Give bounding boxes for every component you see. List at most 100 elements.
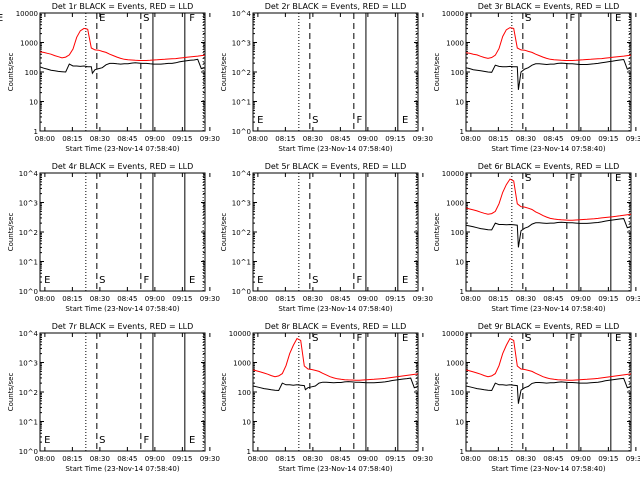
- y-tick-label: 10^2: [19, 389, 38, 397]
- plot-frame: [39, 172, 206, 292]
- detector-panel-7r: Det 7r BLACK = Events, RED = LLD 10^0 10^1…: [7, 322, 220, 473]
- y-tick-label: 10^4: [19, 330, 39, 338]
- event-marker-label: F: [356, 115, 362, 126]
- y-tick-label: 10^1: [232, 259, 251, 267]
- event-marker-label: E: [189, 435, 195, 446]
- x-tick-label: 08:45: [543, 295, 563, 303]
- event-marker-label: F: [356, 333, 362, 344]
- detector-panel-5r: Det 5r BLACK = Events, RED = LLD 10^0 10^1…: [220, 162, 433, 313]
- x-tick-label: 08:00: [35, 455, 55, 463]
- event-marker-label: E: [615, 13, 621, 24]
- y-tick-label: 1: [460, 448, 464, 456]
- x-tick-label: 08:15: [62, 455, 82, 463]
- y-tick-label: 10^0: [19, 288, 38, 296]
- x-tick-label: 08:30: [303, 135, 323, 143]
- y-tick-label: 1: [34, 128, 38, 136]
- y-tick-label: 10^2: [232, 69, 251, 77]
- x-tick-label: 08:00: [461, 455, 481, 463]
- x-tick-label: 08:45: [117, 135, 137, 143]
- detector-panel-6r: Det 6r BLACK = Events, RED = LLD 1 10 100 10…: [433, 162, 640, 313]
- event-marker-label: E: [44, 275, 50, 286]
- y-tick-label: 10000: [16, 10, 38, 18]
- event-marker-label: F: [356, 275, 362, 286]
- panel-title: Det 1r BLACK = Events, RED = LLD: [52, 2, 194, 11]
- lld-series-line: [466, 27, 631, 61]
- event-marker-label: E: [257, 275, 263, 286]
- x-axis-label: Start Time (23-Nov-14 07:58:40): [65, 145, 179, 153]
- x-tick-label: 08:45: [117, 295, 137, 303]
- event-marker-label: S: [312, 275, 318, 286]
- x-tick-label: 09:15: [385, 455, 405, 463]
- y-tick-label: 1000: [446, 40, 464, 48]
- x-tick-label: 09:15: [385, 295, 405, 303]
- x-tick-label: 08:45: [543, 455, 563, 463]
- x-tick-label: 08:30: [516, 135, 536, 143]
- x-tick-label: 09:15: [172, 135, 192, 143]
- event-marker-label: E: [0, 13, 3, 24]
- x-tick-label: 08:15: [275, 295, 295, 303]
- y-tick-label: 10^4: [232, 10, 252, 18]
- y-tick-label: 1: [247, 448, 251, 456]
- event-marker-label: F: [143, 275, 149, 286]
- x-axis-label: Start Time (23-Nov-14 07:58:40): [65, 305, 179, 313]
- y-tick-label: 100: [451, 229, 464, 237]
- y-tick-label: 10^3: [232, 200, 251, 208]
- x-tick-label: 09:30: [413, 455, 433, 463]
- x-axis-label: Start Time (23-Nov-14 07:58:40): [491, 145, 605, 153]
- y-tick-label: 10000: [442, 10, 464, 18]
- y-tick-label: 100: [451, 389, 464, 397]
- x-tick-label: 09:15: [385, 135, 405, 143]
- x-tick-label: 08:30: [90, 455, 110, 463]
- x-tick-label: 09:30: [413, 135, 433, 143]
- panel-title: Det 3r BLACK = Events, RED = LLD: [478, 2, 620, 11]
- panel-title: Det 9r BLACK = Events, RED = LLD: [478, 322, 620, 331]
- y-tick-label: 1: [460, 288, 464, 296]
- detector-panel-3r: Det 3r BLACK = Events, RED = LLD 1 10 100 10…: [433, 2, 640, 153]
- y-axis-label: Counts/sec: [433, 53, 441, 92]
- y-axis-label: Counts/sec: [220, 213, 228, 252]
- x-axis-label: Start Time (23-Nov-14 07:58:40): [278, 145, 392, 153]
- plot-frame: [39, 332, 206, 452]
- event-marker-label: E: [257, 115, 263, 126]
- panel-title: Det 5r BLACK = Events, RED = LLD: [265, 162, 407, 171]
- x-tick-label: 09:00: [145, 135, 165, 143]
- event-marker-label: F: [189, 13, 195, 24]
- x-tick-label: 09:00: [145, 455, 165, 463]
- y-tick-label: 10: [455, 259, 464, 267]
- detector-panel-1r: Det 1r BLACK = Events, RED = LLD 1 10 100 10…: [0, 2, 220, 153]
- event-marker-label: S: [312, 115, 318, 126]
- x-tick-label: 08:30: [516, 295, 536, 303]
- plot-frame: [252, 12, 419, 132]
- x-tick-label: 09:00: [358, 295, 378, 303]
- x-tick-label: 08:00: [248, 135, 268, 143]
- panel-title: Det 4r BLACK = Events, RED = LLD: [52, 162, 194, 171]
- x-tick-label: 08:15: [275, 135, 295, 143]
- x-tick-label: 09:00: [145, 295, 165, 303]
- x-tick-label: 08:45: [330, 295, 350, 303]
- lld-series-line: [466, 337, 631, 381]
- event-marker-label: E: [402, 275, 408, 286]
- x-tick-label: 08:00: [461, 295, 481, 303]
- x-tick-label: 09:15: [598, 135, 618, 143]
- y-tick-label: 10^0: [232, 128, 251, 136]
- y-tick-label: 10^3: [232, 40, 251, 48]
- event-marker-label: S: [525, 333, 531, 344]
- plot-frame: [465, 172, 632, 292]
- event-marker-label: S: [99, 435, 105, 446]
- lld-series-line: [40, 27, 205, 61]
- lld-series-line: [253, 337, 418, 381]
- event-marker-label: E: [402, 333, 408, 344]
- event-marker-label: E: [402, 115, 408, 126]
- x-tick-label: 08:30: [303, 455, 323, 463]
- events-series-line: [253, 377, 418, 392]
- x-tick-label: 08:15: [488, 135, 508, 143]
- x-tick-label: 08:00: [35, 135, 55, 143]
- events-series-line: [40, 58, 205, 75]
- x-tick-label: 09:00: [358, 455, 378, 463]
- y-tick-label: 10^2: [19, 229, 38, 237]
- y-tick-label: 1: [460, 128, 464, 136]
- x-axis-label: Start Time (23-Nov-14 07:58:40): [491, 305, 605, 313]
- y-tick-label: 10^3: [19, 200, 38, 208]
- x-tick-label: 08:45: [117, 455, 137, 463]
